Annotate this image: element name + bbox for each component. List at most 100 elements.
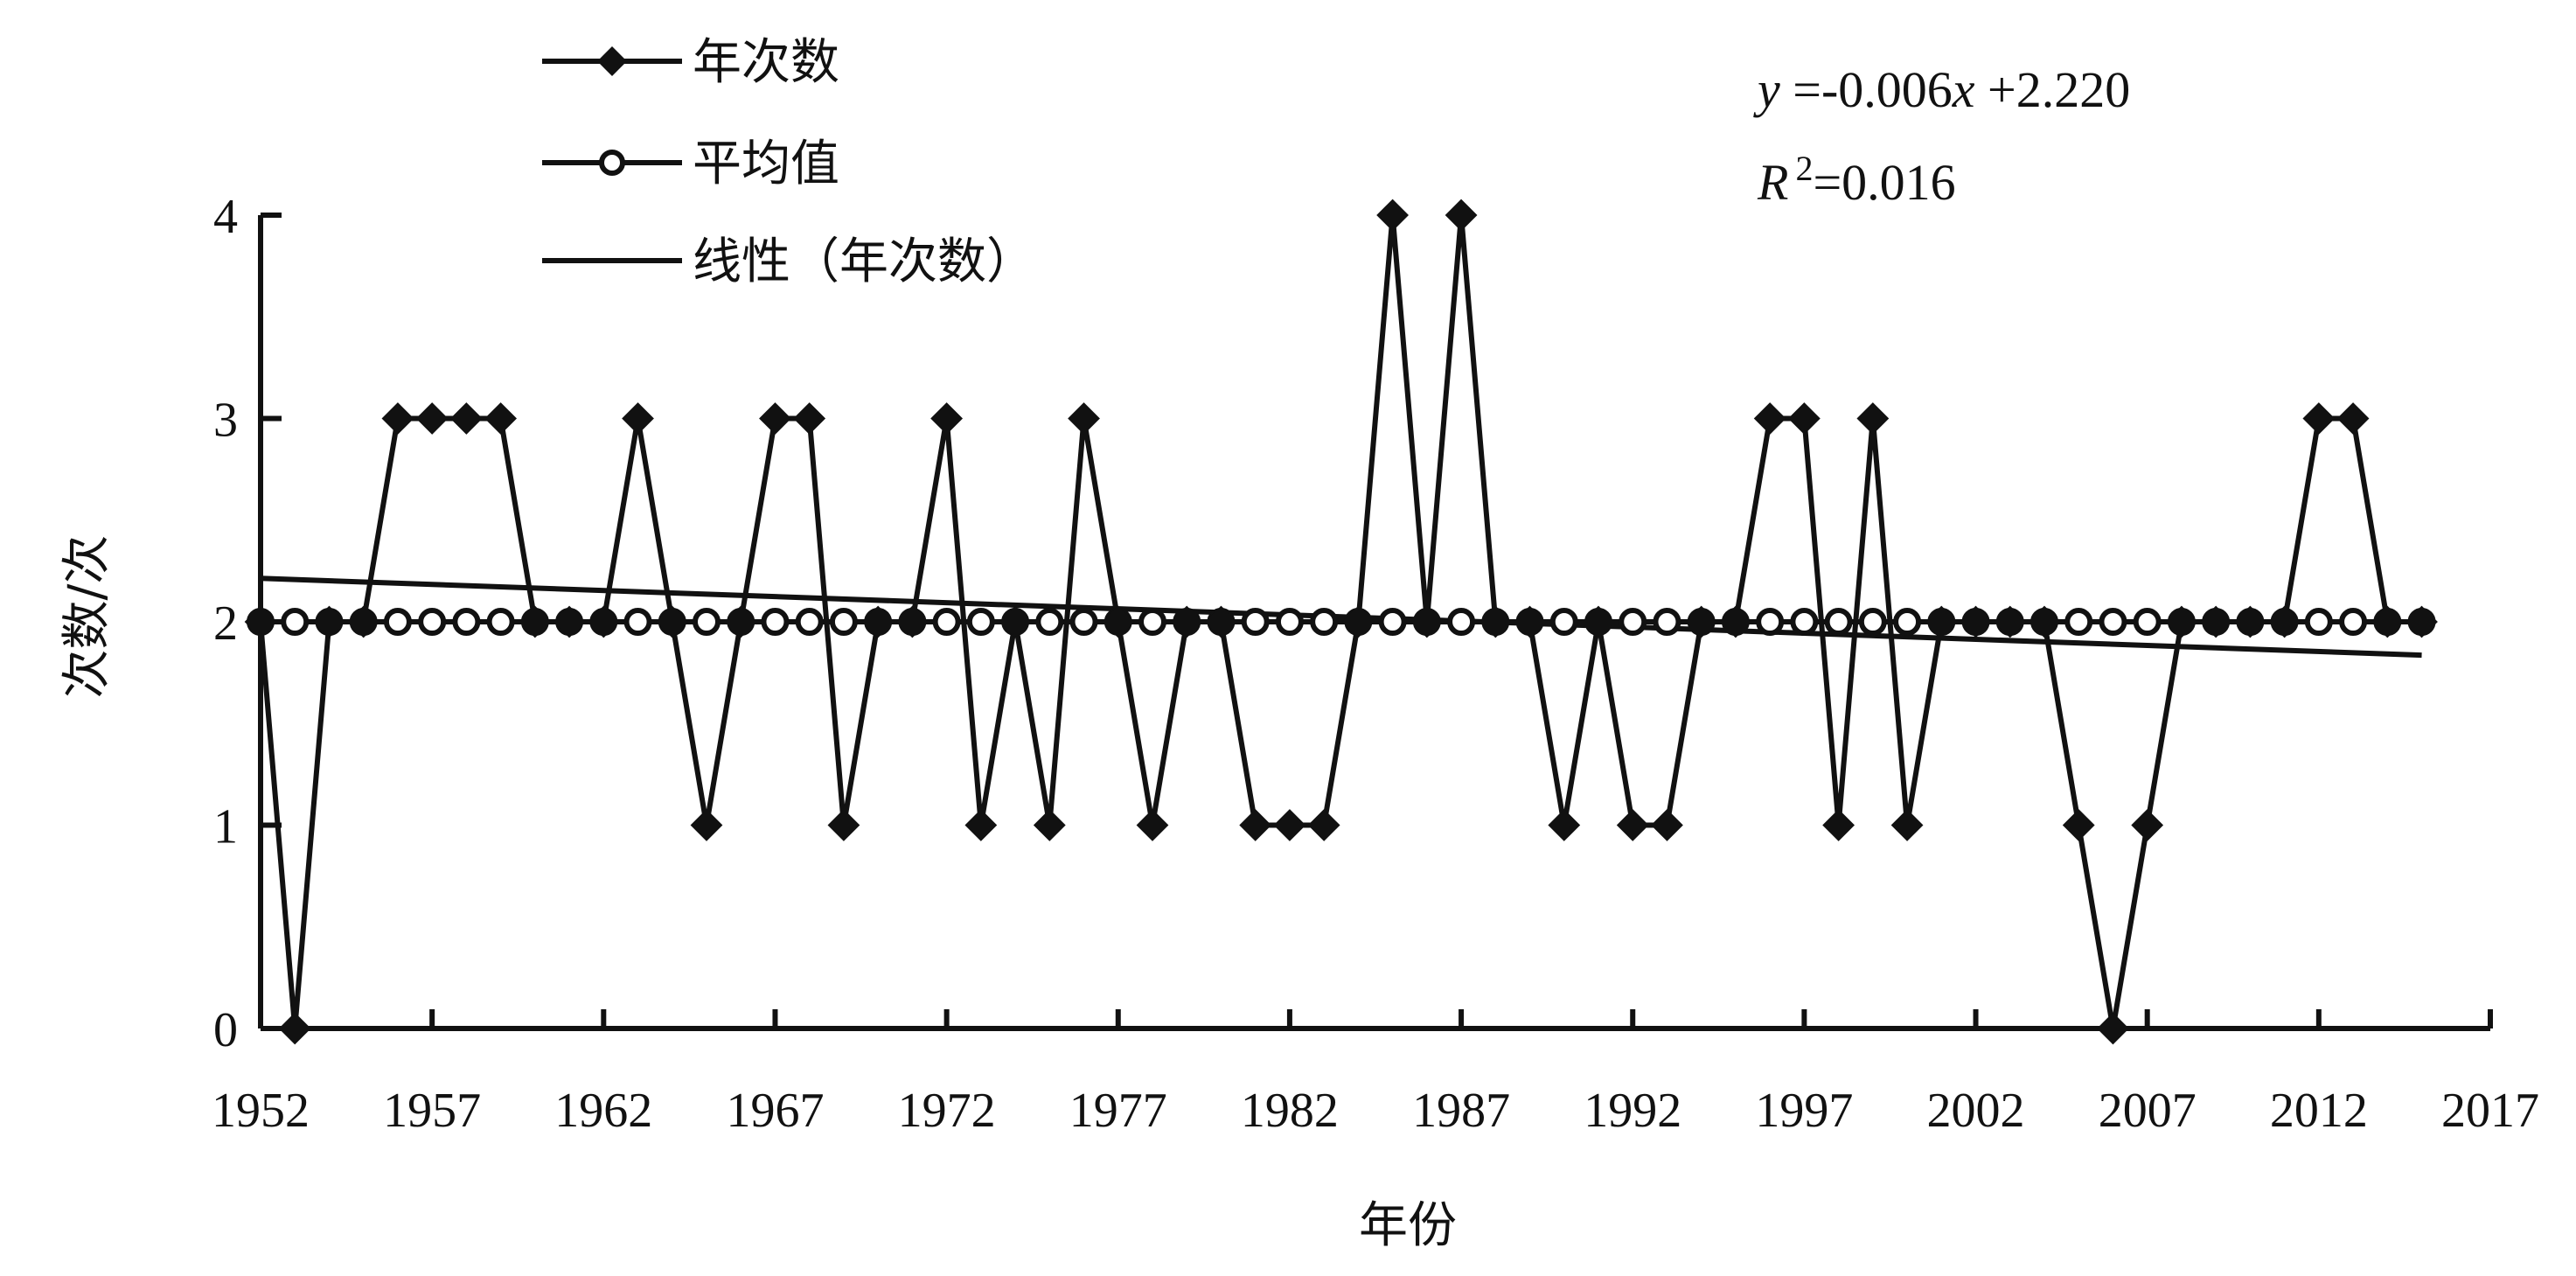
- legend-marker-diamond: [597, 46, 627, 76]
- average-point: [2339, 608, 2368, 636]
- legend-label-trendline: 线性（年次数）: [693, 234, 1035, 290]
- average-point: [1756, 608, 1785, 636]
- annual-count-point: [1205, 605, 1237, 638]
- average-point: [761, 608, 790, 636]
- r-squared-label: R: [1757, 154, 1788, 211]
- annual-count-point: [2405, 605, 2438, 638]
- series-annual-count: [244, 199, 2438, 1045]
- x-tick-label: 1962: [554, 1084, 652, 1138]
- annual-count-point: [759, 402, 791, 435]
- average-point: [2099, 608, 2127, 636]
- average-point: [1069, 608, 1098, 636]
- legend-label-average: 平均值: [693, 136, 839, 192]
- legend-item-average: 平均值: [542, 136, 839, 192]
- x-tick-label: 1997: [1755, 1084, 1853, 1138]
- x-tick-label: 2007: [2099, 1084, 2197, 1138]
- x-tick-label: 2017: [2441, 1084, 2539, 1138]
- annual-count-point: [2268, 605, 2301, 638]
- average-point: [383, 608, 412, 636]
- annual-count-point: [1341, 605, 1375, 638]
- average-point: [1893, 608, 1922, 636]
- y-tick-label: 4: [213, 190, 238, 244]
- average-point: [1275, 608, 1304, 636]
- r-squared: R 2=0.016: [1757, 149, 1956, 211]
- annual-count-point: [2131, 809, 2164, 841]
- equation-x: x: [1952, 61, 1975, 118]
- annual-count-point: [1651, 809, 1683, 841]
- annual-count-point: [1856, 402, 1890, 435]
- y-tick-label: 1: [213, 800, 238, 854]
- average-point: [1549, 608, 1578, 636]
- annual-count-point: [2336, 402, 2370, 435]
- axes: 0 1 2 3 4 1952 1957 1962 1967 1972 1977 1982 1987 199…: [212, 190, 2539, 1138]
- annual-count-point: [381, 402, 414, 435]
- annual-count-point: [690, 809, 723, 841]
- x-tick-label: 1957: [383, 1084, 481, 1138]
- annual-count-point: [1068, 402, 1100, 435]
- average-point: [2304, 608, 2333, 636]
- annual-count-point: [1685, 605, 1718, 638]
- average-point: [1241, 608, 1270, 636]
- x-tick-label: 1982: [1241, 1084, 1339, 1138]
- annual-count-point: [861, 605, 895, 638]
- annual-count-point: [1753, 402, 1786, 435]
- x-tick-label: 1987: [1412, 1084, 1510, 1138]
- average-point: [932, 608, 961, 636]
- x-tick-label: 1977: [1069, 1084, 1167, 1138]
- average-point: [2064, 608, 2093, 636]
- annual-count-point: [2199, 605, 2232, 638]
- legend-label-annual-count: 年次数: [693, 34, 839, 91]
- annual-count-point: [1960, 605, 1992, 638]
- average-point: [1378, 608, 1407, 636]
- x-tick-label: 1992: [1584, 1084, 1681, 1138]
- average-point: [1653, 608, 1681, 636]
- average-point: [452, 608, 481, 636]
- legend-item-trendline: 线性（年次数）: [542, 234, 1035, 290]
- average-point: [693, 608, 721, 636]
- annual-count-point: [964, 809, 998, 841]
- average-point: [1824, 608, 1853, 636]
- y-axis-title: 次数/次: [59, 535, 115, 699]
- annual-count-point: [2233, 605, 2266, 638]
- annual-count-point: [1925, 605, 1958, 638]
- annual-count-point: [2097, 1012, 2129, 1045]
- annual-count-point: [1582, 605, 1615, 638]
- annual-count-point: [1719, 605, 1752, 638]
- average-point: [829, 608, 858, 636]
- x-tick-label: 1952: [212, 1084, 310, 1138]
- annual-count-point: [999, 605, 1032, 638]
- annual-count-point: [1479, 605, 1512, 638]
- annual-count-point: [1136, 809, 1169, 841]
- x-tick-label: 1972: [898, 1084, 996, 1138]
- annual-count-point: [1445, 199, 1478, 232]
- annual-count-point: [1273, 809, 1306, 841]
- legend: 年次数 平均值 线性（年次数）: [542, 34, 1035, 290]
- annual-count-line: [258, 214, 2422, 1029]
- equation-line: y =-0.006x +2.220: [1753, 61, 2130, 118]
- annual-count-point: [449, 402, 483, 435]
- y-tick-label: 3: [213, 394, 238, 448]
- annual-count-point: [244, 605, 277, 638]
- average-point: [1310, 608, 1339, 636]
- annual-count-point: [1822, 809, 1855, 841]
- annual-count-point: [1033, 809, 1066, 841]
- x-tick-label: 2002: [1927, 1084, 2025, 1138]
- annual-count-point: [656, 605, 689, 638]
- annual-count-point: [1102, 605, 1135, 638]
- annual-count-point: [1787, 402, 1821, 435]
- annual-count-point: [1514, 605, 1546, 638]
- y-tick-label: 0: [213, 1003, 238, 1057]
- annual-count-point: [347, 605, 380, 638]
- annual-count-point: [622, 402, 654, 435]
- annual-count-point: [930, 402, 964, 435]
- r-squared-value: =0.016: [1813, 154, 1955, 211]
- x-tick-label: 2012: [2270, 1084, 2368, 1138]
- annual-count-point: [519, 605, 552, 638]
- average-point: [1619, 608, 1647, 636]
- r-squared-sup: 2: [1795, 149, 1813, 188]
- annual-count-point: [1410, 605, 1444, 638]
- average-point: [623, 608, 652, 636]
- annual-count-point: [1994, 605, 2027, 638]
- annual-count-point: [724, 605, 757, 638]
